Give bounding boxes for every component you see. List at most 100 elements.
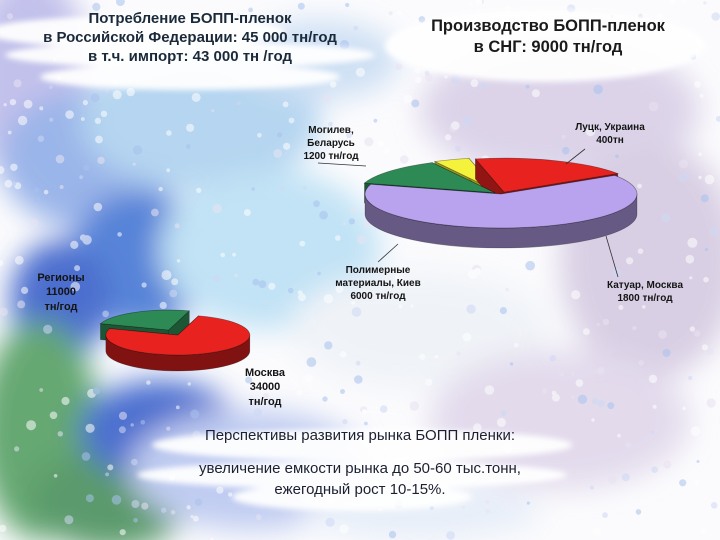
pellet-speck <box>212 203 222 214</box>
pellet-speck <box>648 101 659 112</box>
pellet-speck <box>705 348 714 356</box>
slice-label-mogilev-line-1: Могилев, <box>308 125 354 136</box>
pellet-speck <box>297 290 303 295</box>
pellet-speck <box>513 342 519 348</box>
pellet-speck <box>130 423 134 427</box>
pie-slice-москва <box>105 315 251 372</box>
pellet-speck <box>415 76 422 84</box>
market-outlook-line-1: увеличение емкости рынка до 50-60 тыс.то… <box>199 460 521 478</box>
pellet-speck <box>652 404 657 409</box>
pellet-speck <box>571 395 575 399</box>
pellet-speck <box>364 137 374 147</box>
pellet-speck <box>618 305 624 310</box>
pellet-speck <box>685 254 695 264</box>
pellet-speck <box>700 194 709 203</box>
pellet-speck <box>117 232 122 237</box>
pellet-speck <box>615 154 619 159</box>
pellet-speck <box>192 515 199 522</box>
pellet-speck <box>328 121 333 127</box>
pellet-speck <box>95 135 103 144</box>
pellet-speck <box>411 99 420 108</box>
pellet-speck <box>355 67 365 77</box>
pellet-speck <box>693 330 701 337</box>
pellet-speck <box>0 307 8 317</box>
title-consumption-line-1: Потребление БОПП-пленок <box>88 10 292 27</box>
pellet-speck <box>602 512 608 518</box>
pellet-speck <box>319 210 328 220</box>
pellet-speck <box>662 348 671 357</box>
pellet-speck <box>232 252 237 257</box>
pellet-speck <box>17 300 26 309</box>
pellet-speck <box>325 517 335 527</box>
pellet-speck <box>525 260 535 271</box>
pellet-speck <box>93 202 103 212</box>
pellet-speck <box>589 485 594 490</box>
pellet-speck <box>185 144 191 149</box>
pellet-speck <box>118 411 128 420</box>
pellet-speck <box>446 531 455 540</box>
pellet-speck <box>608 475 617 485</box>
leader-line <box>317 162 367 167</box>
pellet-speck <box>681 0 687 4</box>
pellet-speck <box>651 466 659 473</box>
pellet-speck <box>102 310 109 318</box>
slice-label-katuar-line-1: Катуар, Москва <box>606 280 684 291</box>
pellet-speck <box>14 255 24 265</box>
pellet-speck <box>174 223 180 229</box>
pellet-speck <box>383 148 390 154</box>
pellet-speck <box>133 518 138 523</box>
pellet-speck <box>0 260 4 267</box>
pellet-speck <box>132 145 143 155</box>
slice-label-mogilev-value: 1200 тн/год <box>303 151 359 162</box>
pellet-speck <box>3 103 7 107</box>
pellet-speck <box>552 393 560 402</box>
pellet-speck <box>236 13 240 17</box>
pellet-speck <box>626 257 634 265</box>
pellet-speck <box>282 101 289 108</box>
pellet-speck <box>496 417 506 427</box>
pellet-speck <box>689 276 693 280</box>
pellet-speck <box>362 409 367 415</box>
pellet-speck <box>704 247 709 252</box>
pellet-speck <box>462 332 472 342</box>
pellet-speck <box>322 396 328 402</box>
pellet-speck <box>607 402 615 410</box>
pellet-speck <box>669 0 676 5</box>
pellet-speck <box>112 90 122 100</box>
pellet-speck <box>191 92 201 102</box>
pellet-speck <box>346 132 352 139</box>
pellet-speck <box>648 374 658 384</box>
pellet-speck <box>126 87 135 97</box>
pellet-speck <box>49 411 58 420</box>
market-outlook-line-2: ежегодный рост 10-15%. <box>274 480 446 498</box>
pellet-speck <box>166 426 171 431</box>
pellet-speck <box>263 392 269 399</box>
pellet-speck <box>298 293 306 302</box>
pellet-speck <box>577 394 588 404</box>
title-production-line-2: в СНГ: 9000 тн/год <box>473 37 623 56</box>
pellet-speck <box>34 187 40 193</box>
pellet-speck <box>473 423 482 432</box>
pellet-speck <box>419 353 426 361</box>
pellet-speck <box>379 405 388 413</box>
pellet-speck <box>37 135 45 142</box>
pellet-speck <box>312 35 322 46</box>
pellet-speck <box>170 510 176 515</box>
pellet-speck <box>596 322 600 326</box>
pellet-speck <box>396 10 402 16</box>
pellet-speck <box>317 295 321 299</box>
pellet-speck <box>399 155 409 164</box>
pellet-speck <box>388 11 393 16</box>
pellet-speck <box>694 80 701 88</box>
pellet-speck <box>455 145 462 152</box>
pellet-speck <box>394 274 404 283</box>
pellet-speck <box>425 73 433 82</box>
pellet-speck <box>79 234 87 241</box>
slice-label-moscow-line-1: Москва <box>244 367 286 379</box>
pellet-speck <box>70 240 79 249</box>
pellet-speck <box>342 419 348 425</box>
pellet-speck <box>161 270 172 281</box>
pellet-speck <box>410 304 414 308</box>
pellet-speck <box>13 79 22 88</box>
pellet-speck <box>485 508 491 514</box>
